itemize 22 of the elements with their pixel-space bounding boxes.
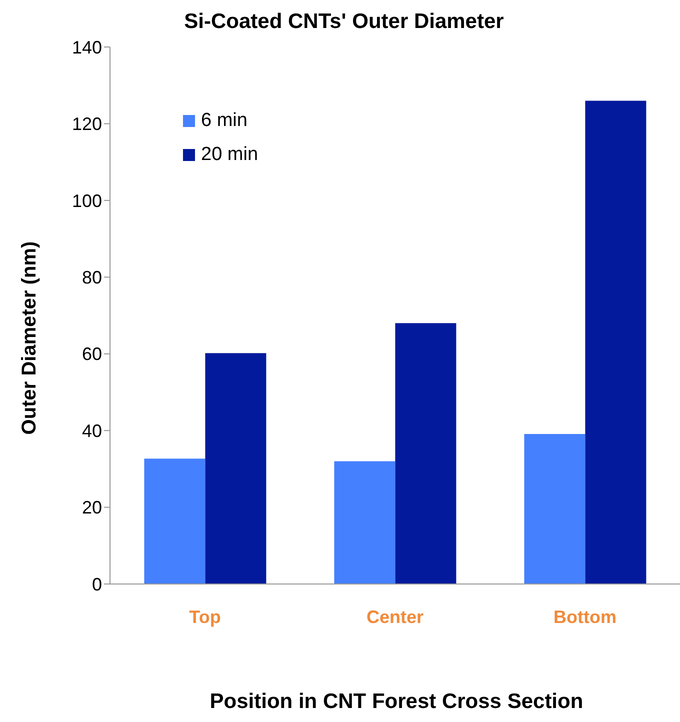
bar <box>205 353 266 584</box>
y-axis-title: Outer Diameter (nm) <box>18 241 42 435</box>
bar <box>524 434 586 584</box>
y-tick-label: 20 <box>82 498 102 518</box>
chart-title: Si-Coated CNTs' Outer Diameter <box>183 10 505 34</box>
legend-label: 20 min <box>201 143 258 167</box>
x-axis-title: Position in CNT Forest Cross Section <box>208 690 584 714</box>
bar <box>395 323 456 584</box>
legend-label: 6 min <box>201 109 248 133</box>
y-tick-label: 100 <box>72 190 102 211</box>
y-tick-label: 80 <box>82 268 102 288</box>
y-tick-label: 60 <box>82 344 102 364</box>
y-tick-label: 120 <box>72 114 102 134</box>
y-tick-label: 40 <box>82 420 102 441</box>
x-tick-label: Top <box>189 606 221 627</box>
x-tick-label: Bottom <box>554 606 616 627</box>
x-tick-label: Center <box>366 606 424 627</box>
bar <box>585 100 646 584</box>
y-tick-label: 0 <box>92 574 102 594</box>
bar <box>334 461 396 584</box>
bar <box>144 458 206 584</box>
y-tick-label: 140 <box>72 37 102 58</box>
